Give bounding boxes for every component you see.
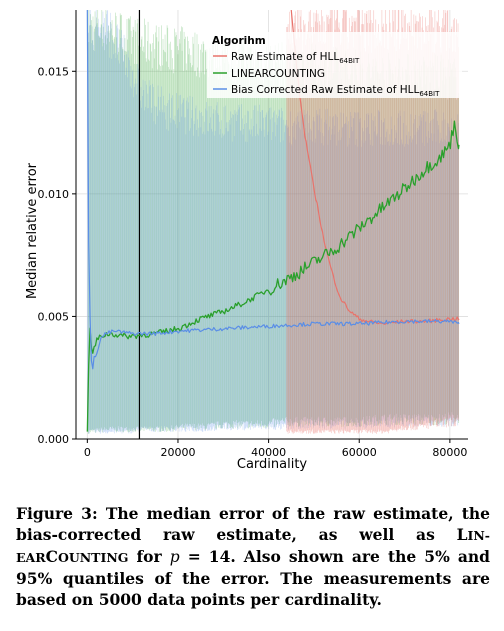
figure-caption: Figure 3: The median error of the raw es… xyxy=(16,504,491,609)
x-tick-label-2: 40000 xyxy=(251,446,286,459)
y-tick-label-2: 0.010 xyxy=(38,188,70,201)
quantile-band-2 xyxy=(87,10,459,434)
x-tick-label-4: 80000 xyxy=(432,446,467,459)
x-tick-label-1: 20000 xyxy=(160,446,195,459)
quantile-band-1 xyxy=(87,10,460,434)
median-line-linearcounting xyxy=(86,120,460,432)
legend-title: Algorihm xyxy=(212,35,266,47)
median-line-bias-corrected xyxy=(86,10,460,370)
legend: Algorihm Raw Estimate of HLL64BIT LINEAR… xyxy=(207,32,462,98)
legend-entry-bias-corrected: Bias Corrected Raw Estimate of HLL64BIT xyxy=(231,84,440,98)
y-tick-label-3: 0.015 xyxy=(38,65,70,78)
chart: 0 20000 40000 60000 80000 0.000 0.005 0.010 0.01… xyxy=(25,10,468,472)
x-tick-label-3: 60000 xyxy=(342,446,377,459)
x-tick-label-0: 0 xyxy=(84,446,91,459)
y-axis-title: Median relative error xyxy=(25,162,40,299)
legend-background xyxy=(207,32,462,98)
caption-label: Figure 3: xyxy=(16,504,98,523)
legend-entry-raw: Raw Estimate of HLL64BIT xyxy=(231,51,360,65)
x-axis-title: Cardinality xyxy=(237,457,308,472)
axes: 0 20000 40000 60000 80000 0.000 0.005 0.010 0.01… xyxy=(38,10,468,459)
y-tick-label-1: 0.005 xyxy=(38,310,70,323)
median-lines xyxy=(86,10,460,432)
y-tick-label-0: 0.000 xyxy=(38,433,70,446)
legend-entry-linearcounting: LINEARCOUNTING xyxy=(231,68,325,80)
